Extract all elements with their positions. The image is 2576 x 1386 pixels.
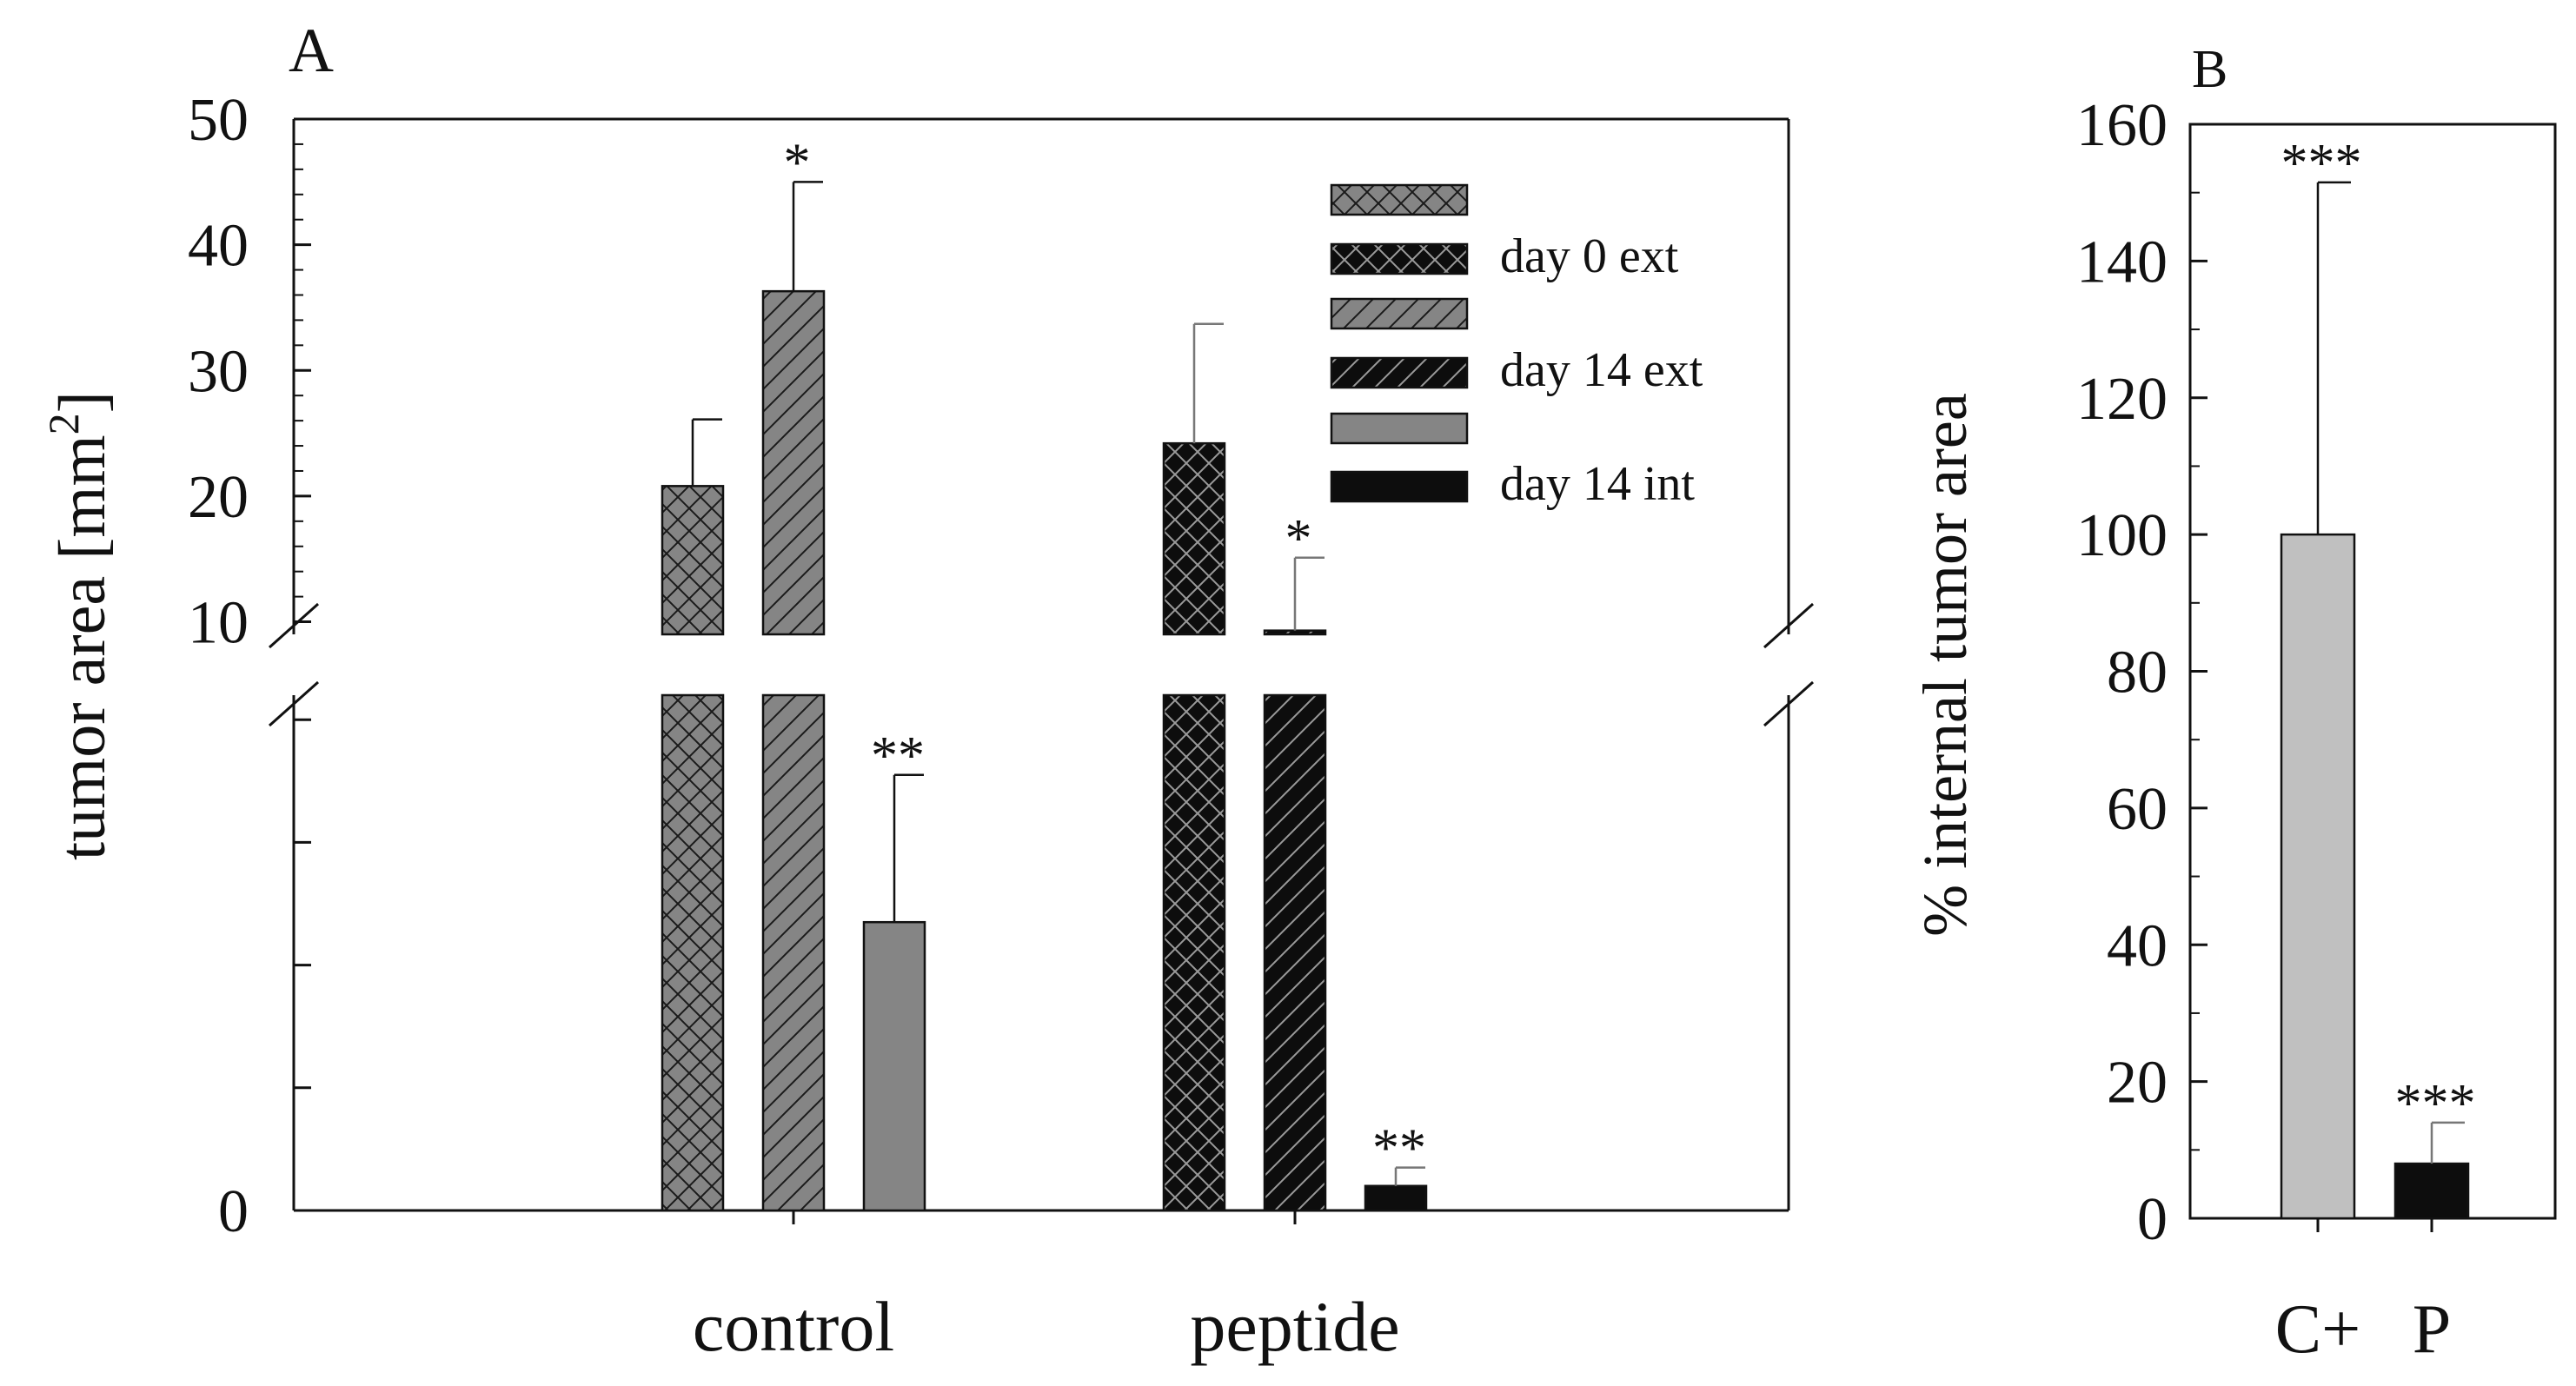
bar-peptide-day-14-ext-upper [1263,629,1327,636]
legend-swatch [1330,297,1469,330]
legend-swatch [1330,183,1469,216]
y-tick-label: 40 [2107,912,2168,979]
panel-a-frame [269,117,1814,1212]
panel-b-frame [2188,123,2557,1220]
significance-marker: *** [2281,134,2362,193]
panel-a-y-ticks: 10 20 30 40 50 0 [188,87,311,1245]
bar-control-day-14-ext-lower [761,693,826,1212]
bar-control-day-14-ext-upper [761,289,826,636]
x-tick-label-peptide: peptide [1190,1287,1399,1366]
x-tick-label-P: P [2413,1291,2452,1368]
y-tick-label: 30 [188,338,249,405]
panel-b-chart: *** *** 0 20 40 60 80 100 120 140 160 C+ P % inter… [1910,92,2557,1368]
panel-a-legend: day 0 ext day 14 ext day 14 int [1330,183,1703,511]
significance-marker: *** [2395,1074,2476,1133]
significance-marker: * [784,133,811,192]
panel-b-y-ticks: 0 20 40 60 80 100 120 140 160 [2076,92,2208,1253]
y-tick-label: 20 [2107,1050,2168,1117]
bar-peptide-day-14-ext-lower [1263,693,1327,1212]
legend-swatch [1330,412,1469,445]
significance-marker: ** [871,726,925,786]
y-tick-label: 100 [2076,502,2168,569]
y-tick-label: 0 [2137,1186,2168,1253]
legend-swatch [1330,470,1469,503]
bar-C+ [2280,533,2356,1220]
x-tick-label-C+: C+ [2275,1291,2360,1368]
axis-break-mark [269,680,319,727]
y-tick-label: 160 [2076,92,2168,159]
y-tick-label: 120 [2076,366,2168,433]
bar-P [2393,1162,2470,1220]
y-tick-label: 0 [218,1178,249,1245]
axis-break-mark [1763,602,1814,649]
y-tick-label: 20 [188,464,249,531]
y-tick-label: 140 [2076,229,2168,295]
legend-swatch [1330,242,1469,275]
y-tick-label: 40 [188,213,249,280]
legend-label: day 0 ext [1500,229,1679,283]
panel-a-bars: ****** [661,133,1428,1212]
panel-b-x-ticks: C+ P [2275,1218,2451,1368]
y-tick-label: 80 [2107,640,2168,706]
panel-b-bars: *** *** [2280,134,2476,1220]
panel-b-y-axis-label: % internal tumor area [1910,393,1980,937]
panel-b-label: B [2192,40,2227,99]
significance-marker: * [1285,509,1312,568]
bar-peptide-day-14-int [1364,1184,1428,1212]
panel-b-axes-box [2188,123,2557,1220]
legend-label: day 14 int [1500,457,1695,511]
panel-a-x-ticks: control peptide [693,1210,1400,1366]
panel-a-y-axis-label: tumor area [mm2] [39,391,119,860]
y-tick-label: 10 [188,590,249,657]
bar-control-day-14-int [862,920,926,1212]
axis-break-mark [1763,680,1814,727]
legend-label: day 14 ext [1500,343,1703,397]
y-tick-label: 50 [188,87,249,154]
x-tick-label-control: control [693,1287,894,1366]
significance-marker: ** [1372,1119,1426,1178]
bar-control-day-0-ext-upper [661,485,725,636]
legend-swatch [1330,356,1469,389]
bar-peptide-day-0-ext-lower [1162,693,1226,1212]
axis-break-mark [269,602,319,649]
y-tick-label: 60 [2107,776,2168,843]
panel-a-label: A [289,16,334,85]
bar-peptide-day-0-ext-upper [1162,441,1226,636]
bar-control-day-0-ext-lower [661,693,725,1212]
